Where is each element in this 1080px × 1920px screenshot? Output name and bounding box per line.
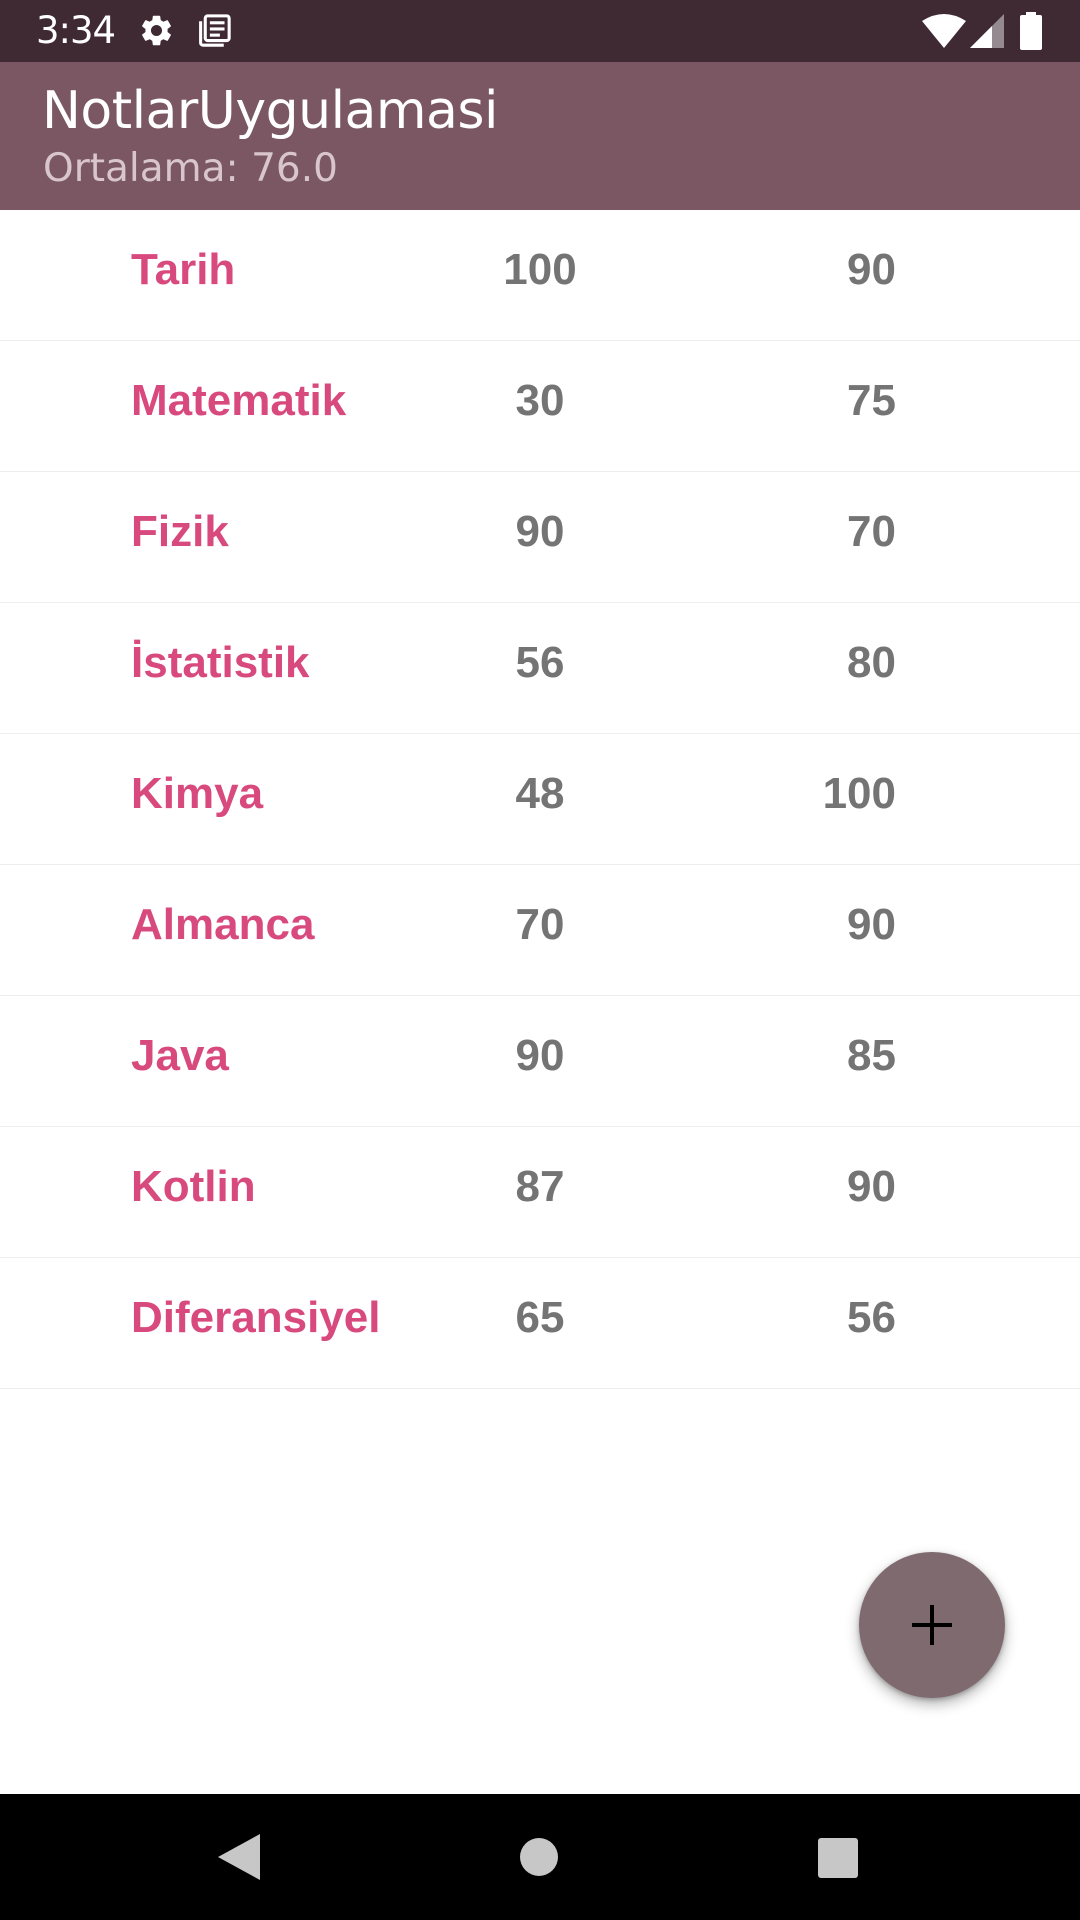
grade-row[interactable]: Kotlin 87 90 [0, 1127, 1080, 1258]
grade-2: 70 [847, 507, 896, 556]
course-name: Matematik [131, 376, 347, 425]
course-name: Almanca [131, 900, 315, 949]
grade-1: 56 [515, 638, 565, 687]
navigation-bar [0, 1794, 1080, 1920]
grade-1: 90 [515, 1031, 565, 1080]
grade-row[interactable]: İstatistik 56 80 [0, 603, 1080, 734]
grade-2: 85 [847, 1031, 896, 1080]
course-name: Fizik [131, 507, 229, 556]
grade-row[interactable]: Tarih 100 90 [0, 210, 1080, 341]
back-icon[interactable] [218, 1834, 260, 1880]
course-name: Tarih [131, 245, 236, 294]
course-name: Kimya [131, 769, 264, 818]
grade-1: 70 [515, 900, 565, 949]
app-title: NotlarUygulamasi [42, 81, 498, 141]
grade-1: 100 [503, 245, 577, 294]
grade-1: 48 [515, 769, 565, 818]
grade-2: 100 [822, 769, 896, 818]
grade-row[interactable]: Java 90 85 [0, 996, 1080, 1127]
status-bar: 3:34 [0, 0, 1080, 62]
average-subtitle: Ortalama: 76.0 [43, 146, 338, 191]
home-icon[interactable] [520, 1838, 558, 1876]
settings-icon [142, 15, 171, 46]
news-icon [199, 14, 231, 47]
grade-2: 90 [847, 245, 896, 294]
recents-icon[interactable] [818, 1838, 858, 1878]
battery-icon [1020, 12, 1042, 50]
course-name: Java [131, 1031, 229, 1080]
grade-2: 56 [847, 1293, 896, 1342]
grade-row[interactable]: Kimya 48 100 [0, 734, 1080, 865]
grade-list: Tarih 100 90 Matematik 30 75 Fizik 90 70… [0, 210, 1080, 1389]
grade-1: 65 [515, 1293, 565, 1342]
grade-2: 75 [847, 376, 896, 425]
grade-2: 90 [847, 1162, 896, 1211]
wifi-icon [922, 14, 966, 48]
grade-row[interactable]: Diferansiyel 65 56 [0, 1258, 1080, 1389]
signal-icon [970, 14, 1004, 48]
grade-row[interactable]: Matematik 30 75 [0, 341, 1080, 472]
grade-2: 80 [847, 638, 896, 687]
add-note-button[interactable] [859, 1552, 1005, 1698]
grade-row[interactable]: Almanca 70 90 [0, 865, 1080, 996]
grade-row[interactable]: Fizik 90 70 [0, 472, 1080, 603]
plus-icon [912, 1605, 952, 1645]
grade-2: 90 [847, 900, 896, 949]
course-name: İstatistik [131, 638, 310, 687]
app-bar: NotlarUygulamasi Ortalama: 76.0 [0, 62, 1080, 210]
grade-1: 90 [515, 507, 565, 556]
status-time: 3:34 [36, 9, 116, 52]
grade-1: 30 [515, 376, 565, 425]
grade-1: 87 [515, 1162, 565, 1211]
course-name: Diferansiyel [131, 1293, 381, 1342]
course-name: Kotlin [131, 1162, 256, 1211]
